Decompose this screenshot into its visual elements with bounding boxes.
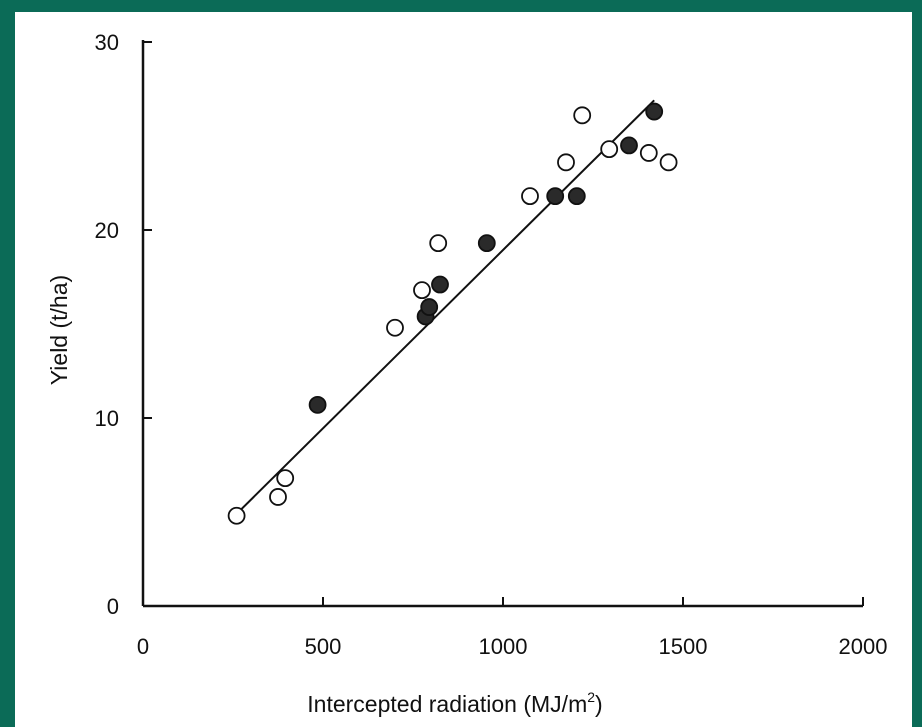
filled-point — [477, 234, 496, 253]
filled-point — [620, 136, 638, 155]
open-point — [269, 488, 287, 506]
y-tick-label: 0 — [107, 594, 119, 619]
open-point — [227, 506, 246, 525]
open-point — [573, 106, 592, 125]
open-point — [276, 469, 295, 488]
chart-frame: 0 500 1000 1500 2000 0 10 20 30 Intercepted radi… — [15, 12, 912, 727]
y-tick-label: 30 — [95, 30, 119, 55]
y-axis-title: Yield (t/ha) — [46, 275, 72, 385]
x-tick-label: 0 — [137, 634, 149, 659]
open-point — [557, 153, 575, 172]
open-point — [413, 281, 431, 300]
open-point — [600, 140, 619, 159]
filled-point — [420, 298, 439, 316]
open-point — [659, 153, 678, 172]
scatter-chart: 0 500 1000 1500 2000 0 10 20 30 Intercepted radi… — [46, 30, 888, 717]
filled-point — [567, 187, 586, 206]
x-tick-label: 500 — [305, 634, 342, 659]
axes — [141, 40, 863, 608]
filled-point — [645, 102, 664, 121]
filled-point — [431, 275, 449, 294]
open-point — [429, 234, 448, 253]
open-point — [386, 318, 404, 337]
open-point — [639, 144, 658, 162]
data-points — [227, 102, 678, 525]
x-axis-title-main: Intercepted radiation (MJ/m — [307, 691, 587, 717]
x-tick-label: 1500 — [659, 634, 708, 659]
x-axis-title: Intercepted radiation (MJ/m2) — [307, 689, 602, 717]
fit-line — [235, 99, 655, 515]
x-tick-label: 1000 — [479, 634, 528, 659]
y-tick-label: 10 — [95, 406, 119, 431]
regression-line — [235, 99, 655, 515]
y-tick-label: 20 — [95, 218, 119, 243]
x-axis-title-superscript: 2 — [587, 689, 595, 705]
x-axis-title-close: ) — [595, 691, 603, 717]
x-tick-label: 2000 — [839, 634, 888, 659]
filled-point — [308, 395, 327, 414]
filled-point — [546, 187, 565, 206]
open-point — [521, 187, 539, 206]
ticks: 0 500 1000 1500 2000 0 10 20 30 — [95, 30, 888, 659]
